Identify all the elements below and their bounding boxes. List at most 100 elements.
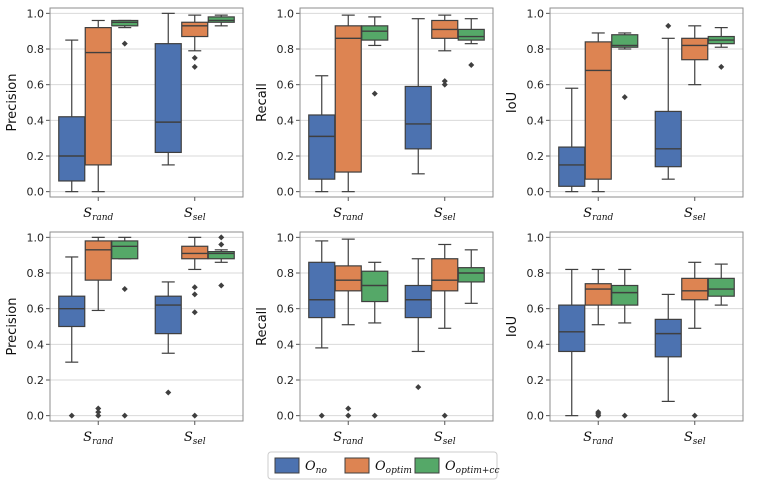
legend-entry-optim: Ooptim — [344, 457, 412, 476]
box-body — [457, 267, 485, 283]
x-category-label-base: S — [583, 206, 592, 221]
y-tick-label: 0.4 — [527, 338, 545, 351]
x-category-label-base: S — [184, 206, 193, 221]
x-category-label-subscript: sel — [443, 213, 456, 223]
legend-label: Ooptim+cc — [445, 459, 500, 476]
y-tick-label: 0.2 — [277, 374, 295, 387]
outlier-marker — [95, 409, 102, 416]
box-optim+cc — [611, 268, 639, 419]
x-category-label-base: S — [83, 206, 92, 221]
y-tick-label: 0.8 — [527, 43, 545, 56]
legend-label: Ono — [305, 459, 327, 476]
box-body — [334, 25, 362, 173]
y-tick-label: 1.0 — [277, 231, 295, 244]
box-body — [404, 85, 432, 150]
box-no — [558, 87, 586, 193]
box-optim+cc — [361, 16, 389, 97]
plot-frame — [299, 231, 494, 422]
legend-label-subscript: no — [316, 466, 328, 476]
plot-frame — [299, 7, 494, 198]
x-category-label-subscript: sel — [193, 437, 206, 447]
box-optim — [334, 14, 362, 193]
y-tick-label: 0.0 — [527, 186, 545, 199]
box-body — [58, 295, 86, 328]
x-category-label-subscript: rand — [92, 437, 113, 447]
outlier-marker — [718, 63, 725, 70]
box-optim+cc — [111, 19, 139, 47]
box-body — [181, 21, 209, 38]
box-optim+cc — [457, 18, 485, 69]
box-optim+cc — [457, 249, 485, 304]
outlier-marker — [621, 412, 628, 419]
legend-label-base: O — [305, 459, 316, 474]
outlier-marker — [95, 405, 102, 412]
y-tick-label: 0.2 — [277, 150, 295, 163]
box-body — [681, 277, 709, 301]
x-category-label-base: S — [333, 206, 342, 221]
box-body — [361, 270, 389, 303]
y-tick-label: 0.6 — [527, 303, 545, 316]
outlier-marker — [318, 412, 325, 419]
legend-label-base: O — [445, 459, 456, 474]
outlier-marker — [218, 241, 225, 248]
x-category-label-base: S — [434, 206, 443, 221]
box-no — [404, 18, 432, 175]
y-axis-label: Precision — [5, 297, 20, 355]
y-tick-label: 0.2 — [527, 150, 545, 163]
box-optim — [584, 268, 612, 419]
outlier-marker — [191, 63, 198, 70]
box-body — [654, 318, 682, 358]
box-optim — [84, 236, 112, 419]
outlier-marker — [191, 54, 198, 61]
y-tick-label: 1.0 — [527, 231, 545, 244]
outlier-marker — [191, 291, 198, 298]
box-body — [181, 245, 209, 260]
x-category-label-base: S — [184, 430, 193, 445]
x-category-label: Srand — [333, 430, 363, 447]
box-body — [611, 284, 639, 306]
box-body — [111, 19, 139, 27]
x-category-label-subscript: rand — [592, 437, 613, 447]
outlier-marker — [345, 412, 352, 419]
y-tick-label: 0.2 — [27, 150, 45, 163]
box-no — [654, 22, 682, 180]
box-no — [58, 256, 86, 419]
box-no — [654, 293, 682, 402]
box-body — [707, 277, 735, 297]
box-body — [84, 27, 112, 166]
outlier-marker — [441, 81, 448, 88]
box-body — [431, 258, 459, 292]
outlier-marker — [68, 412, 75, 419]
outlier-marker — [191, 284, 198, 291]
box-no — [404, 258, 432, 391]
x-category-label: Ssel — [184, 206, 206, 223]
y-tick-label: 0.6 — [277, 79, 295, 92]
box-body — [457, 28, 485, 41]
box-body — [207, 16, 235, 23]
box-no — [558, 268, 586, 417]
y-tick-label: 0.8 — [27, 267, 45, 280]
outlier-marker — [691, 412, 698, 419]
y-axis-label: IoU — [505, 92, 520, 113]
y-tick-label: 0.0 — [27, 410, 45, 423]
y-tick-label: 0.2 — [527, 374, 545, 387]
y-tick-label: 1.0 — [27, 7, 45, 20]
outlier-marker — [415, 384, 422, 391]
box-optim+cc — [361, 261, 389, 419]
y-axis-label: Recall — [255, 83, 270, 122]
legend: Ono Ooptim Ooptim+cc — [267, 451, 500, 480]
y-tick-label: 0.0 — [27, 186, 45, 199]
outlier-marker — [121, 286, 128, 293]
box-optim — [681, 261, 709, 419]
box-body — [84, 240, 112, 281]
box-body — [58, 116, 86, 182]
x-category-label-base: S — [83, 430, 92, 445]
box-body — [207, 251, 235, 260]
outlier-marker — [441, 412, 448, 419]
